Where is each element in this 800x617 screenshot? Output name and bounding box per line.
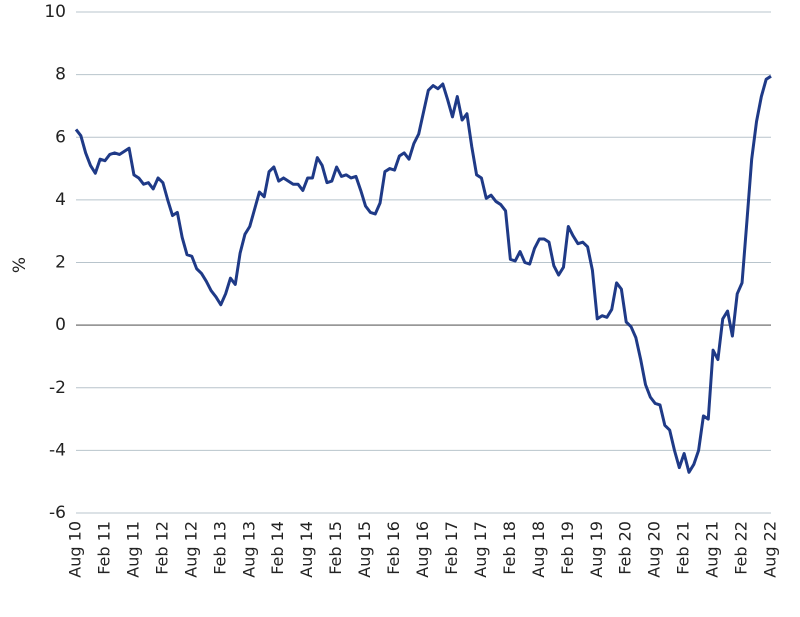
x-tick-label: Aug 22 bbox=[761, 521, 780, 578]
y-tick-label: 6 bbox=[55, 127, 66, 147]
y-tick-label: 0 bbox=[55, 315, 66, 335]
x-tick-label: Feb 12 bbox=[152, 521, 171, 575]
x-tick-label: Aug 21 bbox=[703, 521, 722, 578]
x-tick-label: Feb 22 bbox=[732, 521, 751, 575]
x-tick-label: Aug 18 bbox=[529, 521, 548, 578]
x-tick-label: Aug 10 bbox=[66, 521, 85, 578]
x-tick-label: Feb 14 bbox=[268, 521, 287, 575]
x-tick-label: Feb 13 bbox=[210, 521, 229, 575]
x-tick-label: Feb 16 bbox=[384, 521, 403, 575]
x-tick-label: Feb 21 bbox=[674, 521, 693, 575]
y-tick-label: 2 bbox=[55, 253, 66, 273]
y-tick-label: 4 bbox=[55, 190, 66, 210]
x-tick-label: Aug 19 bbox=[587, 521, 606, 578]
x-tick-label: Aug 16 bbox=[413, 521, 432, 578]
y-tick-label: -4 bbox=[49, 440, 66, 460]
y-tick-label: 10 bbox=[44, 2, 66, 22]
y-tick-label: -2 bbox=[49, 378, 66, 398]
y-tick-label: -6 bbox=[49, 503, 66, 523]
x-tick-label: Feb 11 bbox=[94, 521, 113, 575]
x-tick-label: Feb 20 bbox=[616, 521, 635, 575]
x-tick-label: Feb 19 bbox=[558, 521, 577, 575]
x-tick-label: Aug 20 bbox=[645, 521, 664, 578]
x-tick-label: Aug 13 bbox=[239, 521, 258, 578]
y-tick-label: 8 bbox=[55, 65, 66, 85]
x-tick-label: Aug 17 bbox=[471, 521, 490, 578]
x-tick-label: Feb 18 bbox=[500, 521, 519, 575]
line bbox=[74, 74, 772, 474]
x-tick-label: Feb 15 bbox=[326, 521, 345, 575]
x-tick-label: Aug 11 bbox=[123, 521, 142, 578]
x-tick-label: Feb 17 bbox=[442, 521, 461, 575]
x-tick-label: Aug 14 bbox=[297, 521, 316, 578]
x-tick-label: Aug 12 bbox=[181, 521, 200, 578]
y-axis-label: % bbox=[10, 257, 30, 273]
x-tick-label: Aug 15 bbox=[355, 521, 374, 578]
